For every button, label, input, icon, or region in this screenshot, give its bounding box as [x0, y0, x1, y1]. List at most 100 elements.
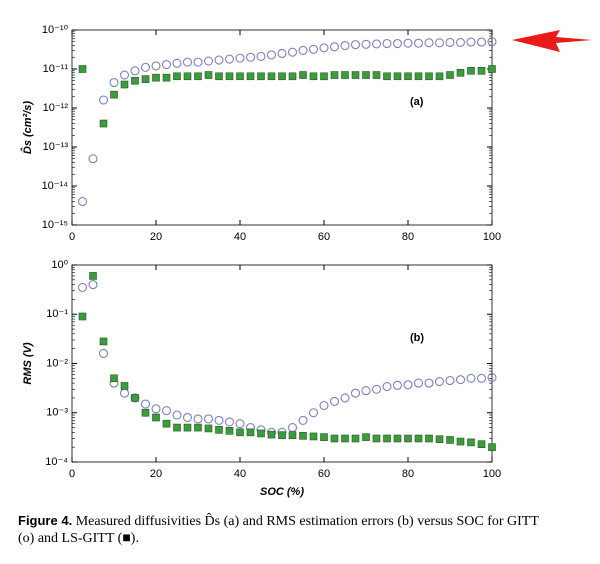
- square-point: [110, 90, 118, 99]
- square-point: [488, 443, 496, 451]
- circle-point: [119, 388, 130, 398]
- circle-point: [350, 388, 361, 398]
- circle-point: [224, 54, 235, 64]
- circle-point: [130, 393, 140, 403]
- circle-point: [319, 401, 329, 411]
- square-point: [110, 374, 118, 383]
- square-point: [288, 72, 297, 81]
- circle-point: [287, 47, 298, 57]
- square-point: [78, 65, 87, 73]
- y-axis-label: RMS (V): [22, 342, 34, 385]
- square-point: [488, 65, 496, 73]
- y-tick-label: 10⁻¹: [46, 308, 68, 320]
- circle-point: [298, 415, 308, 425]
- square-point: [152, 413, 160, 422]
- square-point: [435, 435, 444, 444]
- square-point: [120, 80, 129, 89]
- square-point: [131, 394, 139, 402]
- figure: 10⁻¹⁵ 10⁻¹⁴ 10⁻¹³ 10⁻¹² 10⁻¹¹ 10⁻¹⁰ 0 20 40 60 80 1…: [21, 24, 592, 498]
- square-point: [372, 434, 381, 443]
- circle-point: [256, 51, 266, 61]
- square-point: [215, 426, 223, 434]
- square-point: [383, 72, 391, 81]
- square-point: [404, 434, 412, 443]
- square-point: [351, 71, 360, 79]
- circle-point: [287, 423, 298, 433]
- circle-point: [382, 382, 392, 392]
- square-point: [162, 73, 171, 82]
- circle-point: [329, 42, 340, 52]
- square-point: [141, 75, 150, 83]
- circle-point: [266, 50, 277, 60]
- circle-point: [403, 38, 413, 48]
- y-axis-label: D̂s (cm²/s): [21, 101, 34, 155]
- circle-point: [182, 412, 193, 423]
- circle-point: [193, 414, 203, 424]
- circle-point: [235, 53, 245, 63]
- circle-point: [130, 66, 140, 76]
- square-point: [120, 382, 129, 390]
- circle-point: [487, 37, 497, 47]
- square-point: [425, 434, 433, 443]
- circle-point: [277, 48, 287, 59]
- square-point: [299, 432, 307, 440]
- square-point: [393, 434, 402, 443]
- x-tick-label: 20: [150, 231, 162, 243]
- square-point: [425, 72, 433, 81]
- square-point: [162, 419, 171, 428]
- circle-point: [434, 377, 445, 387]
- arrow: [512, 30, 592, 52]
- circle-point: [424, 378, 434, 388]
- circle-point: [392, 380, 403, 390]
- square-point: [341, 434, 349, 443]
- circle-point: [151, 404, 161, 414]
- square-point: [383, 434, 391, 443]
- x-tick-label: 100: [483, 231, 501, 243]
- circle-point: [476, 37, 487, 47]
- square-point: [467, 66, 475, 75]
- x-tick-label: 60: [318, 468, 330, 480]
- y-tick-label: 10⁰: [51, 259, 68, 271]
- caption-label: Figure 4.: [18, 513, 73, 528]
- circle-point: [203, 414, 214, 424]
- circle-point: [161, 60, 172, 70]
- square-point: [141, 408, 150, 417]
- circle-point: [88, 154, 98, 164]
- circle-point: [424, 38, 434, 48]
- x-tick-label: 0: [69, 231, 75, 243]
- circle-point: [214, 55, 224, 65]
- square-point: [330, 71, 339, 79]
- square-point: [173, 72, 181, 81]
- square-point: [435, 72, 444, 81]
- circle-point: [434, 38, 445, 48]
- circle-point: [109, 77, 119, 88]
- circle-point: [466, 373, 476, 383]
- square-point: [225, 72, 234, 81]
- square-point: [78, 312, 87, 321]
- circle-point: [371, 384, 382, 394]
- circle-point: [298, 45, 308, 55]
- y-tick-label: 10⁻¹¹: [43, 63, 69, 75]
- x-tick-label: 40: [234, 468, 246, 480]
- circle-point: [350, 40, 361, 50]
- circle-point: [88, 280, 98, 290]
- square-point: [467, 438, 475, 447]
- square-point: [320, 433, 328, 441]
- square-point: [351, 434, 360, 443]
- y-tick-label: 10⁻¹³: [43, 141, 69, 153]
- y-tick-label: 10⁻¹⁵: [42, 219, 68, 231]
- y-tick-label: 10⁻¹²: [43, 102, 69, 114]
- square-point: [225, 427, 234, 435]
- circle-point: [182, 57, 193, 67]
- square-point: [456, 437, 465, 446]
- x-tick-label: 80: [402, 231, 414, 243]
- circle-point: [119, 70, 130, 80]
- x-tick-label: 20: [150, 468, 162, 480]
- circle-point: [413, 378, 424, 388]
- circle-point: [487, 372, 497, 383]
- circle-point: [245, 52, 256, 62]
- y-tick-label: 10⁻¹⁰: [42, 24, 69, 36]
- square-point: [309, 432, 318, 441]
- square-point: [236, 72, 244, 81]
- square-point: [257, 429, 265, 438]
